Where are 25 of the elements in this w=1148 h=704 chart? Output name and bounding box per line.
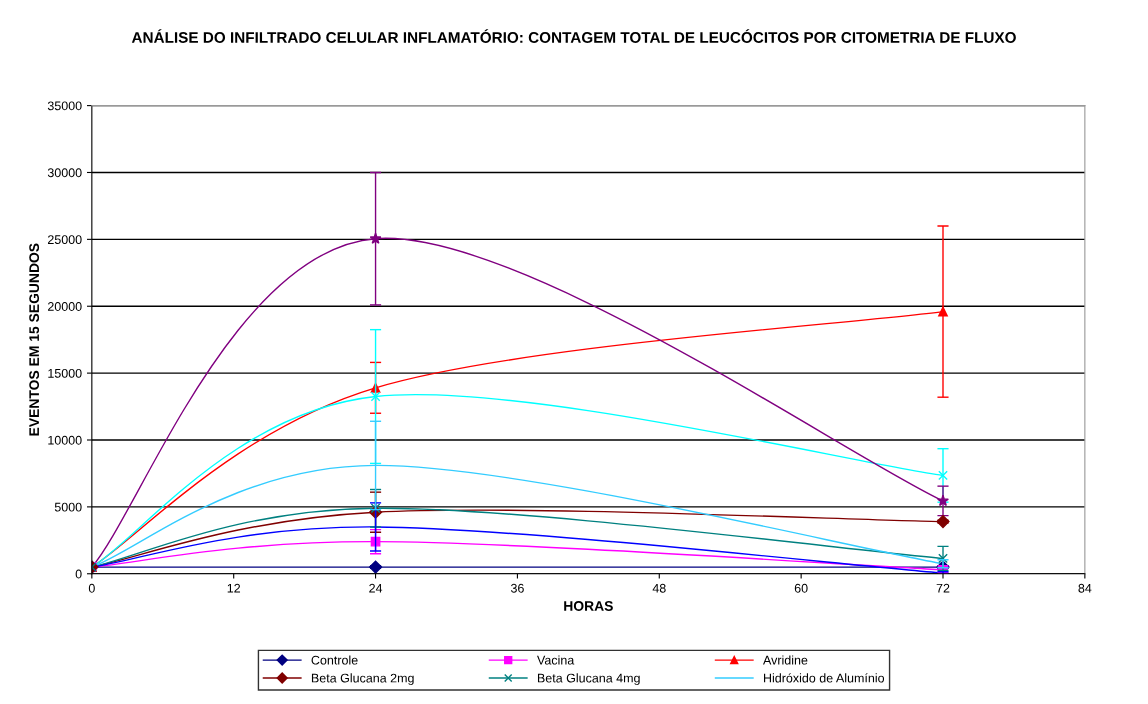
- y-tick-label: 0: [75, 569, 82, 579]
- legend-label: Beta Glucana 4mg: [537, 673, 640, 685]
- y-tick-label: 25000: [47, 235, 82, 245]
- x-tick-label: 24: [369, 583, 383, 593]
- legend-label: Beta Glucana 2mg: [311, 673, 414, 685]
- x-tick-label: 12: [227, 583, 241, 593]
- legend-label: Vacina: [537, 655, 575, 665]
- legend-label: Avridine: [763, 655, 808, 665]
- y-tick-label: 15000: [48, 368, 82, 378]
- y-tick-label: 20000: [47, 302, 82, 311]
- chart-title: ANÁLISE DO INFILTRADO CELULAR INFLAMATÓRIO: CONTAGEM TOTAL DE LEUCÓCITOS POR CITOMETRIA DE FLUXO: [131, 29, 1016, 43]
- x-tick-label: 0: [88, 583, 95, 593]
- y-tick-label: 10000: [48, 435, 82, 445]
- x-tick-label: 84: [1078, 583, 1092, 593]
- y-tick-label: 30000: [47, 168, 82, 178]
- y-tick-label: 35000: [47, 101, 82, 111]
- y-axis-title: EVENTOS EM 15 SEGUNDOS: [29, 243, 40, 436]
- legend-label: Hidróxido de Alumínio: [764, 673, 885, 683]
- x-tick-label: 72: [936, 583, 950, 593]
- x-axis-title: HORAS: [564, 601, 613, 611]
- x-tick-label: 36: [510, 583, 524, 593]
- x-tick-label: 48: [652, 583, 666, 593]
- y-tick-label: 5000: [54, 502, 82, 512]
- x-tick-label: 60: [794, 583, 808, 593]
- legend-label: Controle: [311, 655, 358, 665]
